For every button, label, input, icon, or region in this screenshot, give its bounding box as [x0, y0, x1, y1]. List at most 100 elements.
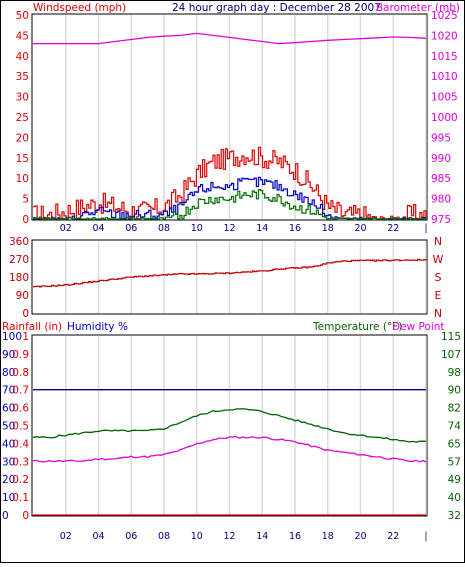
humidity-y-tick-label: 20 — [2, 474, 15, 486]
barometer-y-tick-label: 1025 — [431, 10, 458, 22]
wind-y-tick-label: 35 — [16, 71, 29, 83]
x-tick-label: 04 — [92, 223, 104, 234]
direction-y-tick-label: 270 — [9, 254, 29, 266]
wind-y-tick-label: 50 — [16, 10, 29, 22]
wind-y-tick-label: 40 — [16, 51, 29, 63]
direction-y-tick-label: 90 — [16, 290, 29, 302]
rainfall-axis-title: Rainfall (in) — [2, 321, 62, 333]
temp-y-tick-label: 57 — [448, 456, 461, 468]
wind-direction-line — [33, 258, 427, 288]
temp-y-tick-label: 49 — [448, 474, 461, 486]
rain-y-tick-label: 0.2 — [12, 474, 29, 486]
wind-y-tick-label: 30 — [16, 92, 29, 104]
temperature-axis-title: Temperature (°F) — [312, 321, 402, 333]
rain-y-tick-label: 0.8 — [12, 367, 29, 379]
humidity-y-tick-label: 0 — [2, 510, 9, 522]
x-tick-label: 02 — [60, 531, 72, 542]
compass-label: E — [435, 289, 442, 302]
x-tick-label: 22 — [387, 531, 399, 542]
wind-y-tick-label: 25 — [16, 112, 29, 124]
x-tick-label: 06 — [125, 531, 137, 542]
barometer-y-tick-label: 995 — [431, 132, 451, 144]
temp-y-tick-label: 107 — [441, 349, 461, 361]
barometer-y-tick-label: 975 — [431, 214, 451, 226]
humidity-y-tick-label: 70 — [2, 385, 15, 397]
wind-y-tick-label: 20 — [16, 132, 29, 144]
compass-label: N — [434, 307, 442, 320]
barometer-y-tick-label: 1010 — [431, 71, 458, 83]
rain-y-tick-label: 0 — [22, 510, 29, 522]
x-tick-label: 02 — [60, 223, 72, 234]
humidity-y-tick-label: 60 — [2, 403, 15, 415]
temp-y-tick-label: 65 — [448, 438, 461, 450]
compass-label: W — [433, 253, 444, 266]
temperature-panel-frame — [31, 334, 428, 517]
rain-y-tick-label: 0.5 — [12, 421, 29, 433]
barometer-y-tick-label: 985 — [431, 173, 451, 185]
x-tick-label: | — [424, 531, 427, 542]
barometer-y-tick-label: 1020 — [431, 30, 458, 42]
barometer-y-tick-label: 1000 — [431, 112, 458, 124]
rain-y-tick-label: 1 — [22, 331, 29, 343]
compass-label: N — [434, 235, 442, 248]
temp-y-tick-label: 115 — [441, 331, 461, 343]
barometer-axis-title: Barometer (mb) — [376, 2, 460, 14]
page-title: 24 hour graph day : December 28 2007 — [172, 2, 381, 14]
x-tick-label: 12 — [223, 223, 235, 234]
x-tick-label: 14 — [256, 223, 268, 234]
x-tick-label: 18 — [322, 531, 334, 542]
direction-y-tick-label: 180 — [9, 272, 29, 284]
humidity-y-tick-label: 90 — [2, 349, 15, 361]
x-tick-label: 22 — [387, 223, 399, 234]
x-tick-label: | — [424, 223, 427, 234]
x-tick-label: 20 — [354, 223, 366, 234]
direction-y-tick-label: 0 — [22, 308, 29, 320]
rain-y-tick-label: 0.3 — [12, 456, 29, 468]
dewpoint-axis-title: Dew Point — [392, 321, 445, 333]
rain-y-tick-label: 0.1 — [12, 492, 29, 504]
x-tick-label: 16 — [289, 531, 301, 542]
wind-y-tick-label: 45 — [16, 30, 29, 42]
humidity-y-tick-label: 40 — [2, 438, 15, 450]
humidity-y-tick-label: 30 — [2, 456, 15, 468]
humidity-axis-title: Humidity % — [67, 321, 128, 333]
x-tick-label: 12 — [223, 531, 235, 542]
wind-y-tick-label: 5 — [22, 194, 29, 206]
temp-y-tick-label: 40 — [448, 492, 461, 504]
temp-y-tick-label: 32 — [448, 510, 461, 522]
x-tick-label: 18 — [322, 223, 334, 234]
rain-y-tick-label: 0.4 — [12, 438, 29, 450]
wind-panel-frame — [31, 13, 428, 221]
barometer-y-tick-label: 1005 — [431, 92, 458, 104]
temperature-line — [32, 408, 427, 443]
barometer-y-tick-label: 1015 — [431, 51, 458, 63]
x-tick-label: 10 — [191, 531, 203, 542]
x-tick-label: 16 — [289, 223, 301, 234]
x-tick-label: 04 — [92, 531, 104, 542]
windspeed-axis-title: Windspeed (mph) — [33, 2, 126, 14]
barometer-line — [33, 32, 427, 45]
direction-panel-frame — [31, 239, 428, 315]
barometer-y-tick-label: 990 — [431, 153, 451, 165]
rain-y-tick-label: 0.9 — [12, 349, 29, 361]
humidity-y-tick-label: 10 — [2, 492, 15, 504]
x-tick-label: 10 — [191, 223, 203, 234]
rain-y-tick-label: 0.6 — [12, 403, 29, 415]
x-tick-label: 14 — [256, 531, 268, 542]
x-tick-label: 06 — [125, 223, 137, 234]
wind-low-line — [33, 189, 426, 220]
compass-label: S — [435, 271, 442, 284]
temp-y-tick-label: 82 — [448, 403, 461, 415]
dewpoint-line — [32, 435, 427, 463]
temp-y-tick-label: 90 — [448, 385, 461, 397]
x-tick-label: 20 — [354, 531, 366, 542]
wind-y-tick-label: 15 — [16, 153, 29, 165]
rain-y-tick-label: 0.7 — [12, 385, 29, 397]
temp-y-tick-label: 98 — [448, 367, 461, 379]
barometer-y-tick-label: 980 — [431, 194, 451, 206]
humidity-y-tick-label: 100 — [2, 331, 22, 343]
temp-y-tick-label: 74 — [448, 421, 462, 433]
